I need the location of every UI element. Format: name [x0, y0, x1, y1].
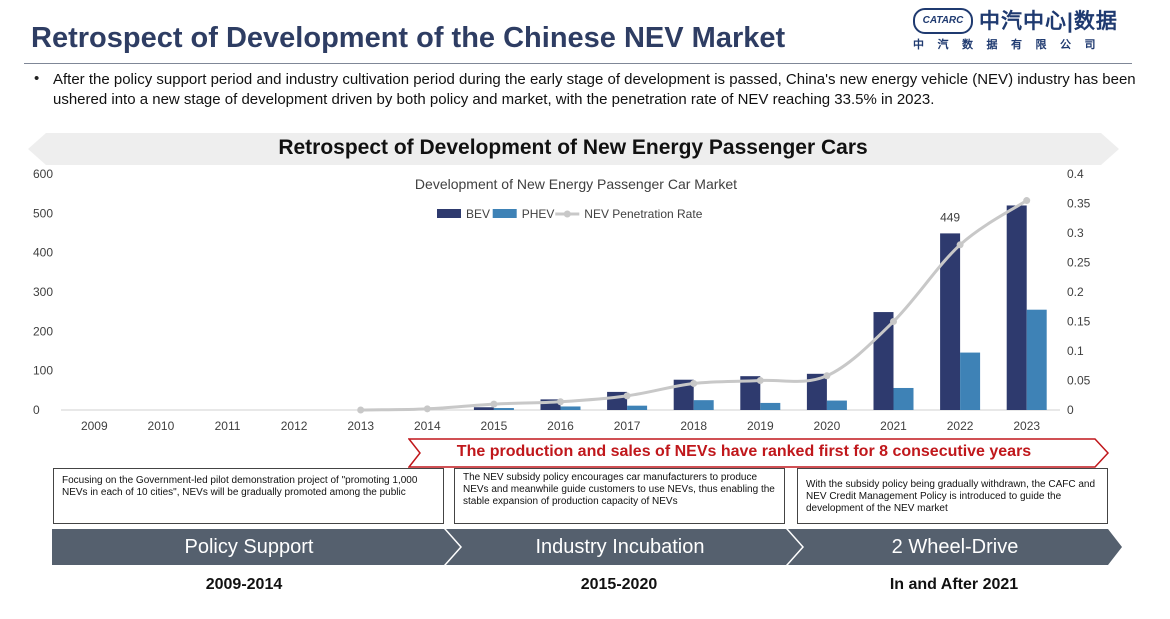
rate-point-2023 [1023, 197, 1031, 205]
x-axis-tick-label: 2013 [347, 419, 374, 433]
right-axis: 0 0.05 0.1 0.15 0.2 0.25 0.3 0.35 0.4 [1067, 167, 1091, 417]
x-axis: 2009 2010 2011 2012 2013 2014 2015 2016 2017 2018… [61, 409, 1060, 433]
legend-swatch-marker [563, 210, 571, 218]
right-axis-tick-label: 0.2 [1067, 285, 1084, 299]
left-axis-tick-label: 200 [33, 324, 53, 338]
bar-phev-2021 [893, 387, 914, 410]
legend-label-phev: PHEV [522, 207, 555, 221]
x-axis-tick-label: 2022 [947, 419, 974, 433]
x-axis-tick-label: 2021 [880, 419, 907, 433]
logo-company-name: 中汽数据有限公司 [913, 39, 1109, 51]
x-axis-tick-label: 2020 [814, 419, 841, 433]
left-axis-tick-label: 0 [33, 403, 40, 417]
chart-title: Development of New Energy Passenger Car … [415, 176, 737, 192]
catarc-logo: CATARC 中汽中心|数据 中汽数据有限公司 [913, 4, 1128, 52]
bar-bev-2021 [873, 312, 894, 410]
wheel-drive-description: With the subsidy policy being gradually … [797, 468, 1108, 524]
x-axis-tick-label: 2010 [148, 419, 175, 433]
rate-point-2021 [890, 318, 897, 325]
rate-point-2022 [956, 241, 964, 249]
left-axis-tick-label: 600 [33, 167, 53, 181]
data-label-2022: 449 [940, 210, 960, 224]
bars [473, 205, 1047, 410]
rate-point-2018 [690, 379, 698, 387]
legend-swatch-bev [437, 209, 461, 218]
bar-phev-2015 [493, 408, 514, 410]
x-axis-tick-label: 2016 [547, 419, 574, 433]
rate-point-2016 [557, 398, 564, 406]
bar-bev-2020 [806, 373, 827, 410]
stage-policy-support: Policy Support [184, 536, 314, 558]
right-axis-tick-label: 0.05 [1067, 374, 1091, 388]
x-axis-tick-label: 2019 [747, 419, 774, 433]
left-axis-tick-label: 100 [33, 364, 53, 378]
page-title: Retrospect of Development of the Chinese… [31, 22, 786, 54]
period-2009-2014: 2009-2014 [205, 576, 283, 593]
bar-bev-2022 [940, 233, 961, 410]
policy-support-description: Focusing on the Government-led pilot dem… [53, 468, 444, 524]
logo-badge: CATARC [913, 8, 973, 34]
bar-phev-2019 [760, 402, 781, 410]
intro-bullet: • [34, 70, 40, 87]
bar-phev-2020 [826, 400, 847, 410]
period-2015-2020: 2015-2020 [580, 576, 658, 593]
right-axis-tick-label: 0.3 [1067, 226, 1084, 240]
bar-bev-2015 [473, 407, 494, 410]
stage-chevrons [52, 529, 1122, 565]
section-banner-shape [28, 133, 1119, 165]
penetration-rate-line [357, 197, 1031, 414]
right-axis-tick-label: 0.1 [1067, 344, 1084, 358]
period-2021-onward: In and After 2021 [889, 576, 1019, 593]
header-divider [24, 63, 1132, 64]
bar-bev-2023 [1006, 205, 1027, 410]
left-axis-tick-label: 500 [33, 206, 53, 220]
x-axis-tick-label: 2023 [1013, 419, 1040, 433]
data-labels: 449 [940, 210, 960, 224]
rate-point-2019 [756, 377, 764, 384]
industry-incubation-description: The NEV subsidy policy encourages car ma… [454, 468, 785, 524]
x-axis-tick-label: 2015 [481, 419, 508, 433]
bar-phev-2022 [960, 352, 981, 410]
stage-industry-incubation: Industry Incubation [535, 536, 705, 558]
x-axis-tick-label: 2012 [281, 419, 308, 433]
legend-label-bev: BEV [466, 207, 490, 221]
bar-phev-2017 [627, 405, 648, 410]
logo-chinese-name: 中汽中心|数据 [979, 10, 1118, 33]
bar-bev-2019 [740, 376, 761, 410]
intro-text: After the policy support period and indu… [53, 71, 1136, 108]
x-axis-tick-label: 2014 [414, 419, 441, 433]
rate-point-2015 [490, 400, 498, 408]
bar-phev-2016 [560, 406, 581, 410]
ranking-banner-text: The production and sales of NEVs have ra… [456, 443, 1032, 460]
rate-point-2013 [357, 406, 365, 414]
penetration-rate-curve [360, 199, 1028, 412]
rate-point-2017 [623, 392, 631, 400]
legend-swatch-phev [492, 209, 517, 218]
right-axis-tick-label: 0.25 [1067, 256, 1091, 270]
left-axis-tick-label: 300 [33, 285, 53, 299]
bar-phev-2023 [1026, 309, 1047, 410]
legend-label-nev-penetration-rate: NEV Penetration Rate [584, 207, 702, 221]
ranking-banner-shape [408, 438, 1110, 468]
x-axis-tick-label: 2017 [614, 419, 641, 433]
left-axis-tick-label: 400 [33, 246, 53, 260]
right-axis-tick-label: 0.15 [1067, 315, 1091, 329]
section-banner-title: Retrospect of Development of New Energy … [278, 136, 868, 159]
left-axis: 0 100 200 300 400 500 600 [33, 167, 53, 417]
chart-legend: BEV PHEV NEV Penetration Rate [437, 207, 703, 221]
right-axis-tick-label: 0 [1067, 403, 1074, 417]
bar-phev-2018 [693, 400, 714, 410]
x-axis-tick-label: 2018 [680, 419, 707, 433]
rate-point-2014 [423, 405, 431, 413]
x-axis-tick-label: 2009 [81, 419, 108, 433]
bar-bev-2016 [540, 399, 561, 410]
x-axis-tick-label: 2011 [215, 419, 241, 433]
right-axis-tick-label: 0.35 [1067, 197, 1091, 211]
right-axis-tick-label: 0.4 [1067, 167, 1084, 181]
rate-point-2020 [823, 372, 831, 380]
stage-2-wheel-drive: 2 Wheel-Drive [891, 536, 1019, 558]
